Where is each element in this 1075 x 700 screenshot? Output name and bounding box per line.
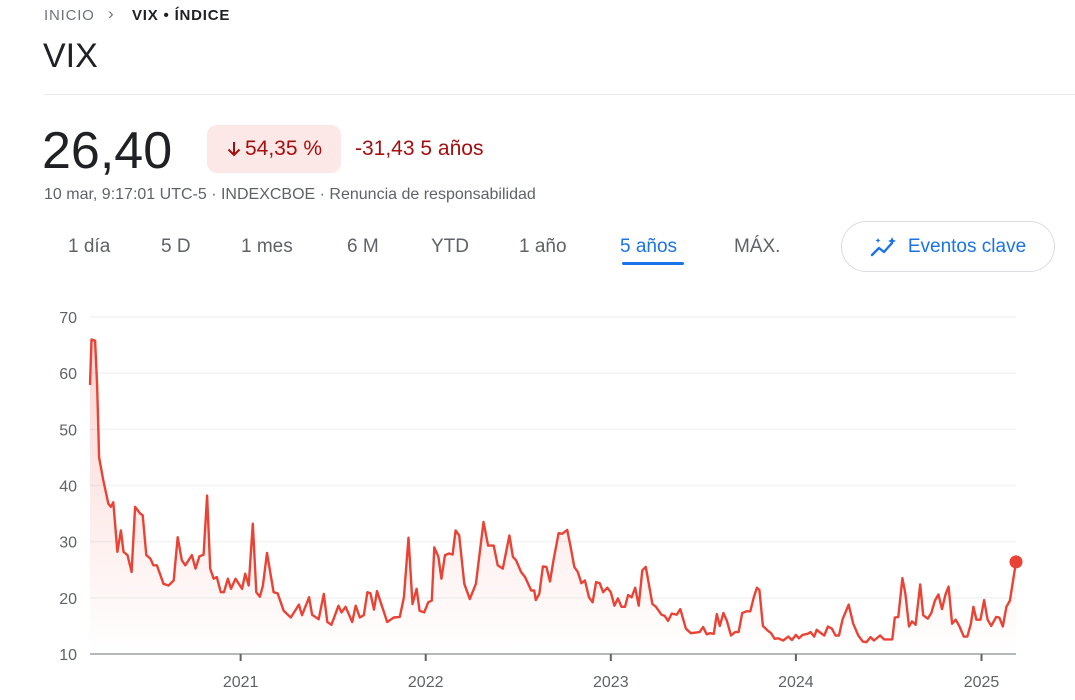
tab-ytd[interactable]: YTD [431, 236, 469, 257]
tab-5-years[interactable]: 5 años [620, 236, 678, 257]
last-point-marker [1009, 555, 1023, 569]
change-period: 5 años [420, 137, 484, 160]
x-tick-label: 2025 [964, 674, 1000, 691]
tab-1-month[interactable]: 1 mes [241, 236, 293, 257]
y-tick-label: 20 [59, 591, 77, 608]
quote-meta: 10 mar, 9:17:01 UTC-5 · INDEXCBOE · Renu… [44, 186, 536, 203]
y-tick-label: 10 [59, 647, 77, 664]
price-chart[interactable]: 10 20 30 40 50 60 70 2021 2022 2023 2024 2025 [0, 290, 1075, 700]
key-events-button[interactable]: Eventos clave [841, 221, 1055, 272]
current-price: 26,40 [42, 122, 173, 180]
change-absolute: -31,43 5 años [355, 137, 483, 161]
active-tab-indicator [622, 262, 684, 265]
x-tick-label: 2023 [593, 674, 629, 691]
arrow-down-icon [227, 142, 241, 157]
price-line [88, 338, 1018, 644]
x-tick-label: 2024 [778, 674, 814, 691]
x-tick-label: 2022 [408, 674, 444, 691]
y-tick-label: 60 [59, 366, 77, 383]
breadcrumb-current: VIX • ÍNDICE [132, 7, 231, 24]
change-percent-badge: 54,35 % [207, 125, 341, 173]
y-tick-label: 50 [59, 422, 77, 439]
tab-max[interactable]: MÁX. [734, 236, 781, 257]
y-tick-label: 70 [59, 310, 77, 327]
sparkle-chart-icon [870, 236, 896, 256]
tab-5-days[interactable]: 5 D [161, 236, 191, 257]
tab-1-year[interactable]: 1 año [519, 236, 567, 257]
y-tick-label: 30 [59, 535, 77, 552]
page-title: VIX [43, 37, 98, 75]
divider [44, 94, 1075, 95]
tab-6-months[interactable]: 6 M [347, 236, 379, 257]
chevron-right-icon: › [108, 4, 115, 23]
key-events-label: Eventos clave [907, 235, 1027, 257]
tab-1-day[interactable]: 1 día [68, 236, 111, 257]
price-area-fill [90, 339, 1016, 654]
x-tick-label: 2021 [223, 674, 259, 691]
y-tick-label: 40 [59, 479, 77, 496]
change-value: -31,43 [355, 137, 415, 160]
breadcrumb-home[interactable]: INICIO [44, 7, 95, 24]
change-percent: 54,35 % [244, 137, 323, 160]
